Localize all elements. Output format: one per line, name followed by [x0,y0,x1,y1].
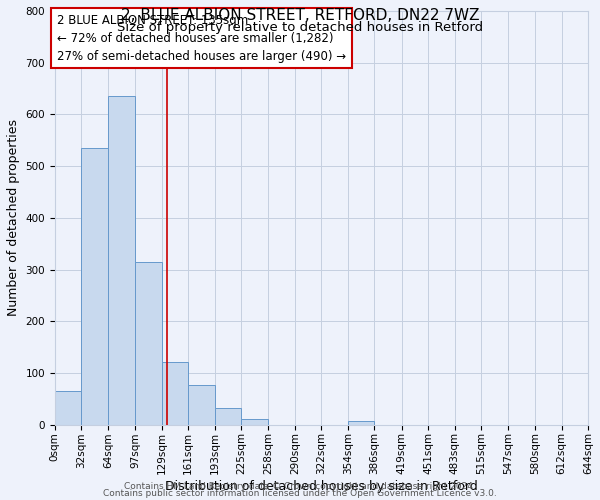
Bar [161,362,188,424]
Y-axis label: Number of detached properties: Number of detached properties [7,120,20,316]
Text: Size of property relative to detached houses in Retford: Size of property relative to detached ho… [117,21,483,34]
Text: Contains HM Land Registry data © Crown copyright and database right 2024.: Contains HM Land Registry data © Crown c… [124,482,476,491]
Bar [135,262,161,424]
Bar [215,408,241,424]
X-axis label: Distribution of detached houses by size in Retford: Distribution of detached houses by size … [165,480,478,493]
Text: Contains public sector information licensed under the Open Government Licence v3: Contains public sector information licen… [103,489,497,498]
Bar [188,385,215,424]
Text: 2 BLUE ALBION STREET: 135sqm
← 72% of detached houses are smaller (1,282)
27% of: 2 BLUE ALBION STREET: 135sqm ← 72% of de… [56,14,346,62]
Bar [82,148,108,424]
Bar [108,96,135,424]
Bar [241,418,268,424]
Bar [348,420,374,424]
Bar [55,391,82,424]
Text: 2, BLUE ALBION STREET, RETFORD, DN22 7WZ: 2, BLUE ALBION STREET, RETFORD, DN22 7WZ [121,8,479,22]
